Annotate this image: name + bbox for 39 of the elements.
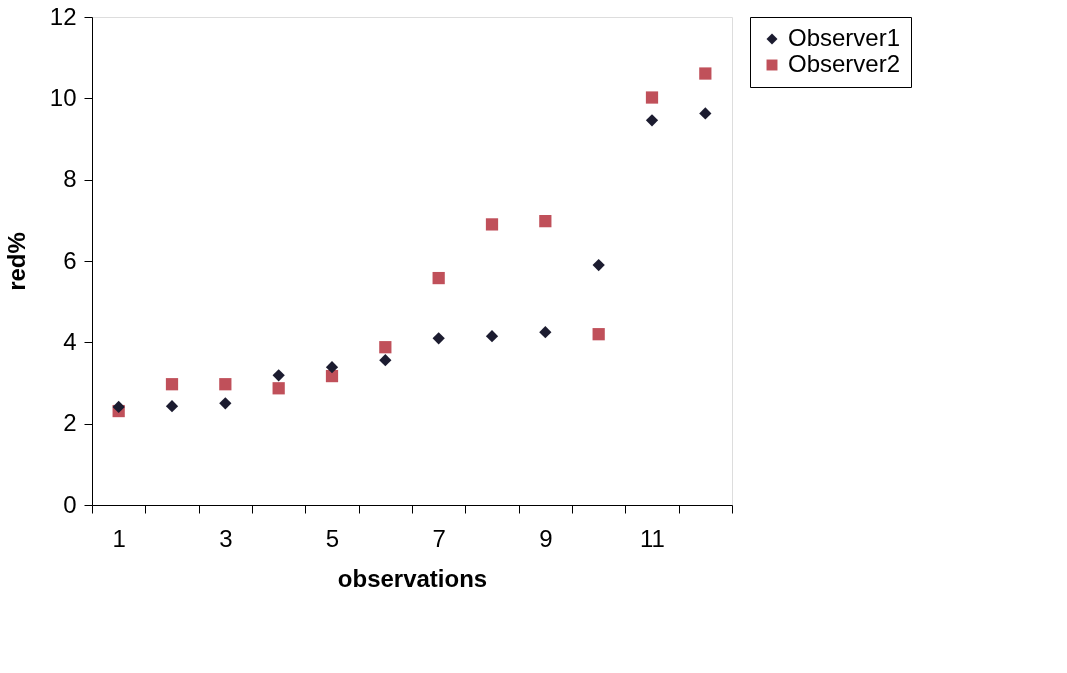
point bbox=[645, 91, 659, 104]
y-tick-label: 10 bbox=[49, 83, 77, 111]
y-tick-label: 0 bbox=[63, 490, 77, 518]
point bbox=[539, 215, 552, 228]
point bbox=[272, 382, 285, 395]
point bbox=[485, 330, 499, 343]
legend-label: Observer2 bbox=[788, 50, 901, 77]
x-tick-label: 7 bbox=[432, 524, 446, 552]
point bbox=[592, 328, 605, 341]
x-tick-label: 5 bbox=[325, 524, 340, 552]
point bbox=[272, 369, 285, 382]
y-axis-title: red% bbox=[2, 232, 30, 291]
y-tick-label: 6 bbox=[63, 246, 77, 274]
point bbox=[379, 341, 392, 354]
legend-label: Observer1 bbox=[788, 24, 901, 51]
point bbox=[379, 354, 392, 367]
point bbox=[699, 107, 712, 120]
x-tick-label: 9 bbox=[539, 524, 553, 552]
y-tick-label: 4 bbox=[63, 327, 77, 355]
point bbox=[539, 326, 552, 339]
y-tick-label: 2 bbox=[63, 409, 77, 437]
y-tick-label: 8 bbox=[63, 165, 77, 193]
point bbox=[165, 400, 179, 413]
y-tick-label: 12 bbox=[49, 2, 77, 30]
point bbox=[432, 271, 445, 285]
point bbox=[219, 378, 232, 391]
point bbox=[432, 332, 445, 345]
point bbox=[165, 378, 179, 391]
x-tick-label: 3 bbox=[219, 524, 233, 552]
point bbox=[219, 397, 232, 410]
x-axis-title: observations bbox=[337, 564, 488, 592]
point bbox=[325, 361, 339, 374]
x-tick-label: 11 bbox=[640, 524, 665, 552]
point bbox=[112, 400, 125, 414]
x-tick-label: 1 bbox=[112, 524, 126, 552]
point bbox=[699, 67, 712, 80]
point bbox=[645, 114, 659, 127]
point bbox=[592, 258, 605, 272]
point bbox=[485, 218, 499, 231]
